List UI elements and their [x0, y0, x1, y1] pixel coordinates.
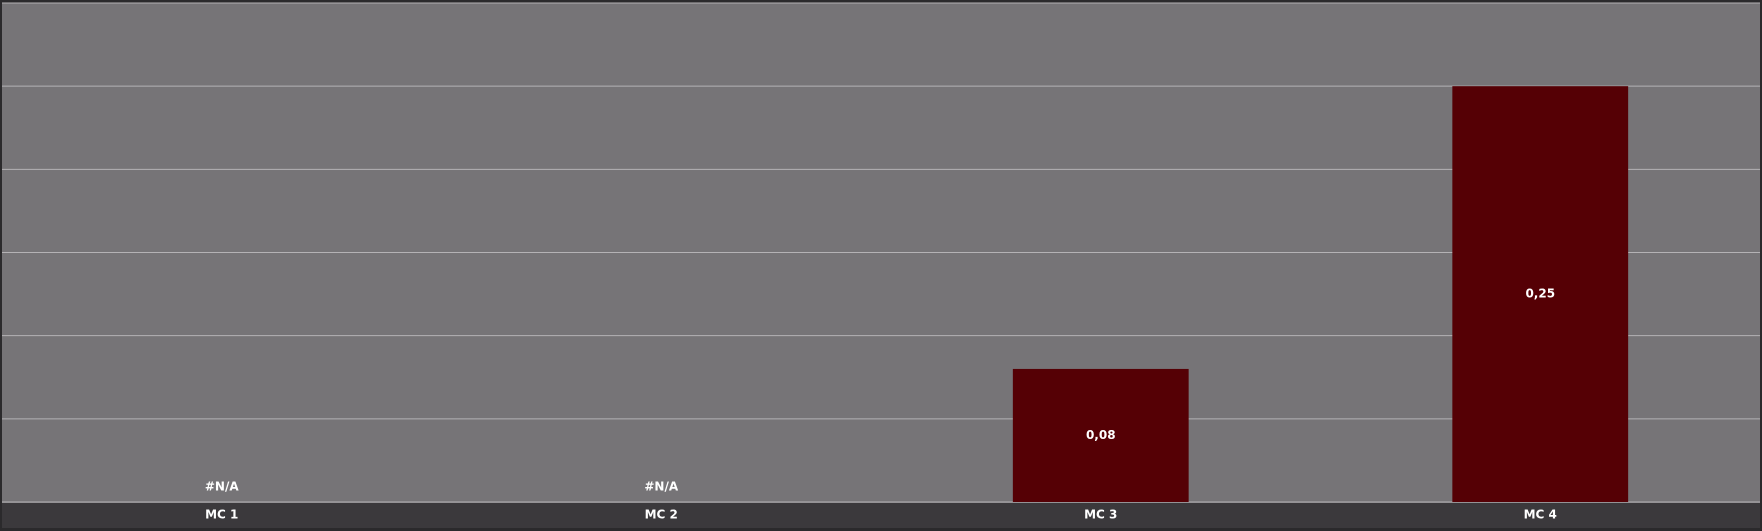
x-axis-band — [2, 503, 1760, 528]
data-label: 0,08 — [1086, 428, 1116, 442]
x-tick-label: MC 4 — [1524, 508, 1557, 522]
bar — [1012, 368, 1189, 502]
x-tick-label: MC 1 — [205, 508, 238, 522]
bar — [1452, 86, 1629, 503]
data-label: #N/A — [644, 480, 678, 494]
x-tick-label: MC 3 — [1084, 508, 1117, 522]
data-label: #N/A — [205, 480, 239, 494]
data-label: 0,25 — [1525, 287, 1555, 301]
x-tick-label: MC 2 — [645, 508, 678, 522]
